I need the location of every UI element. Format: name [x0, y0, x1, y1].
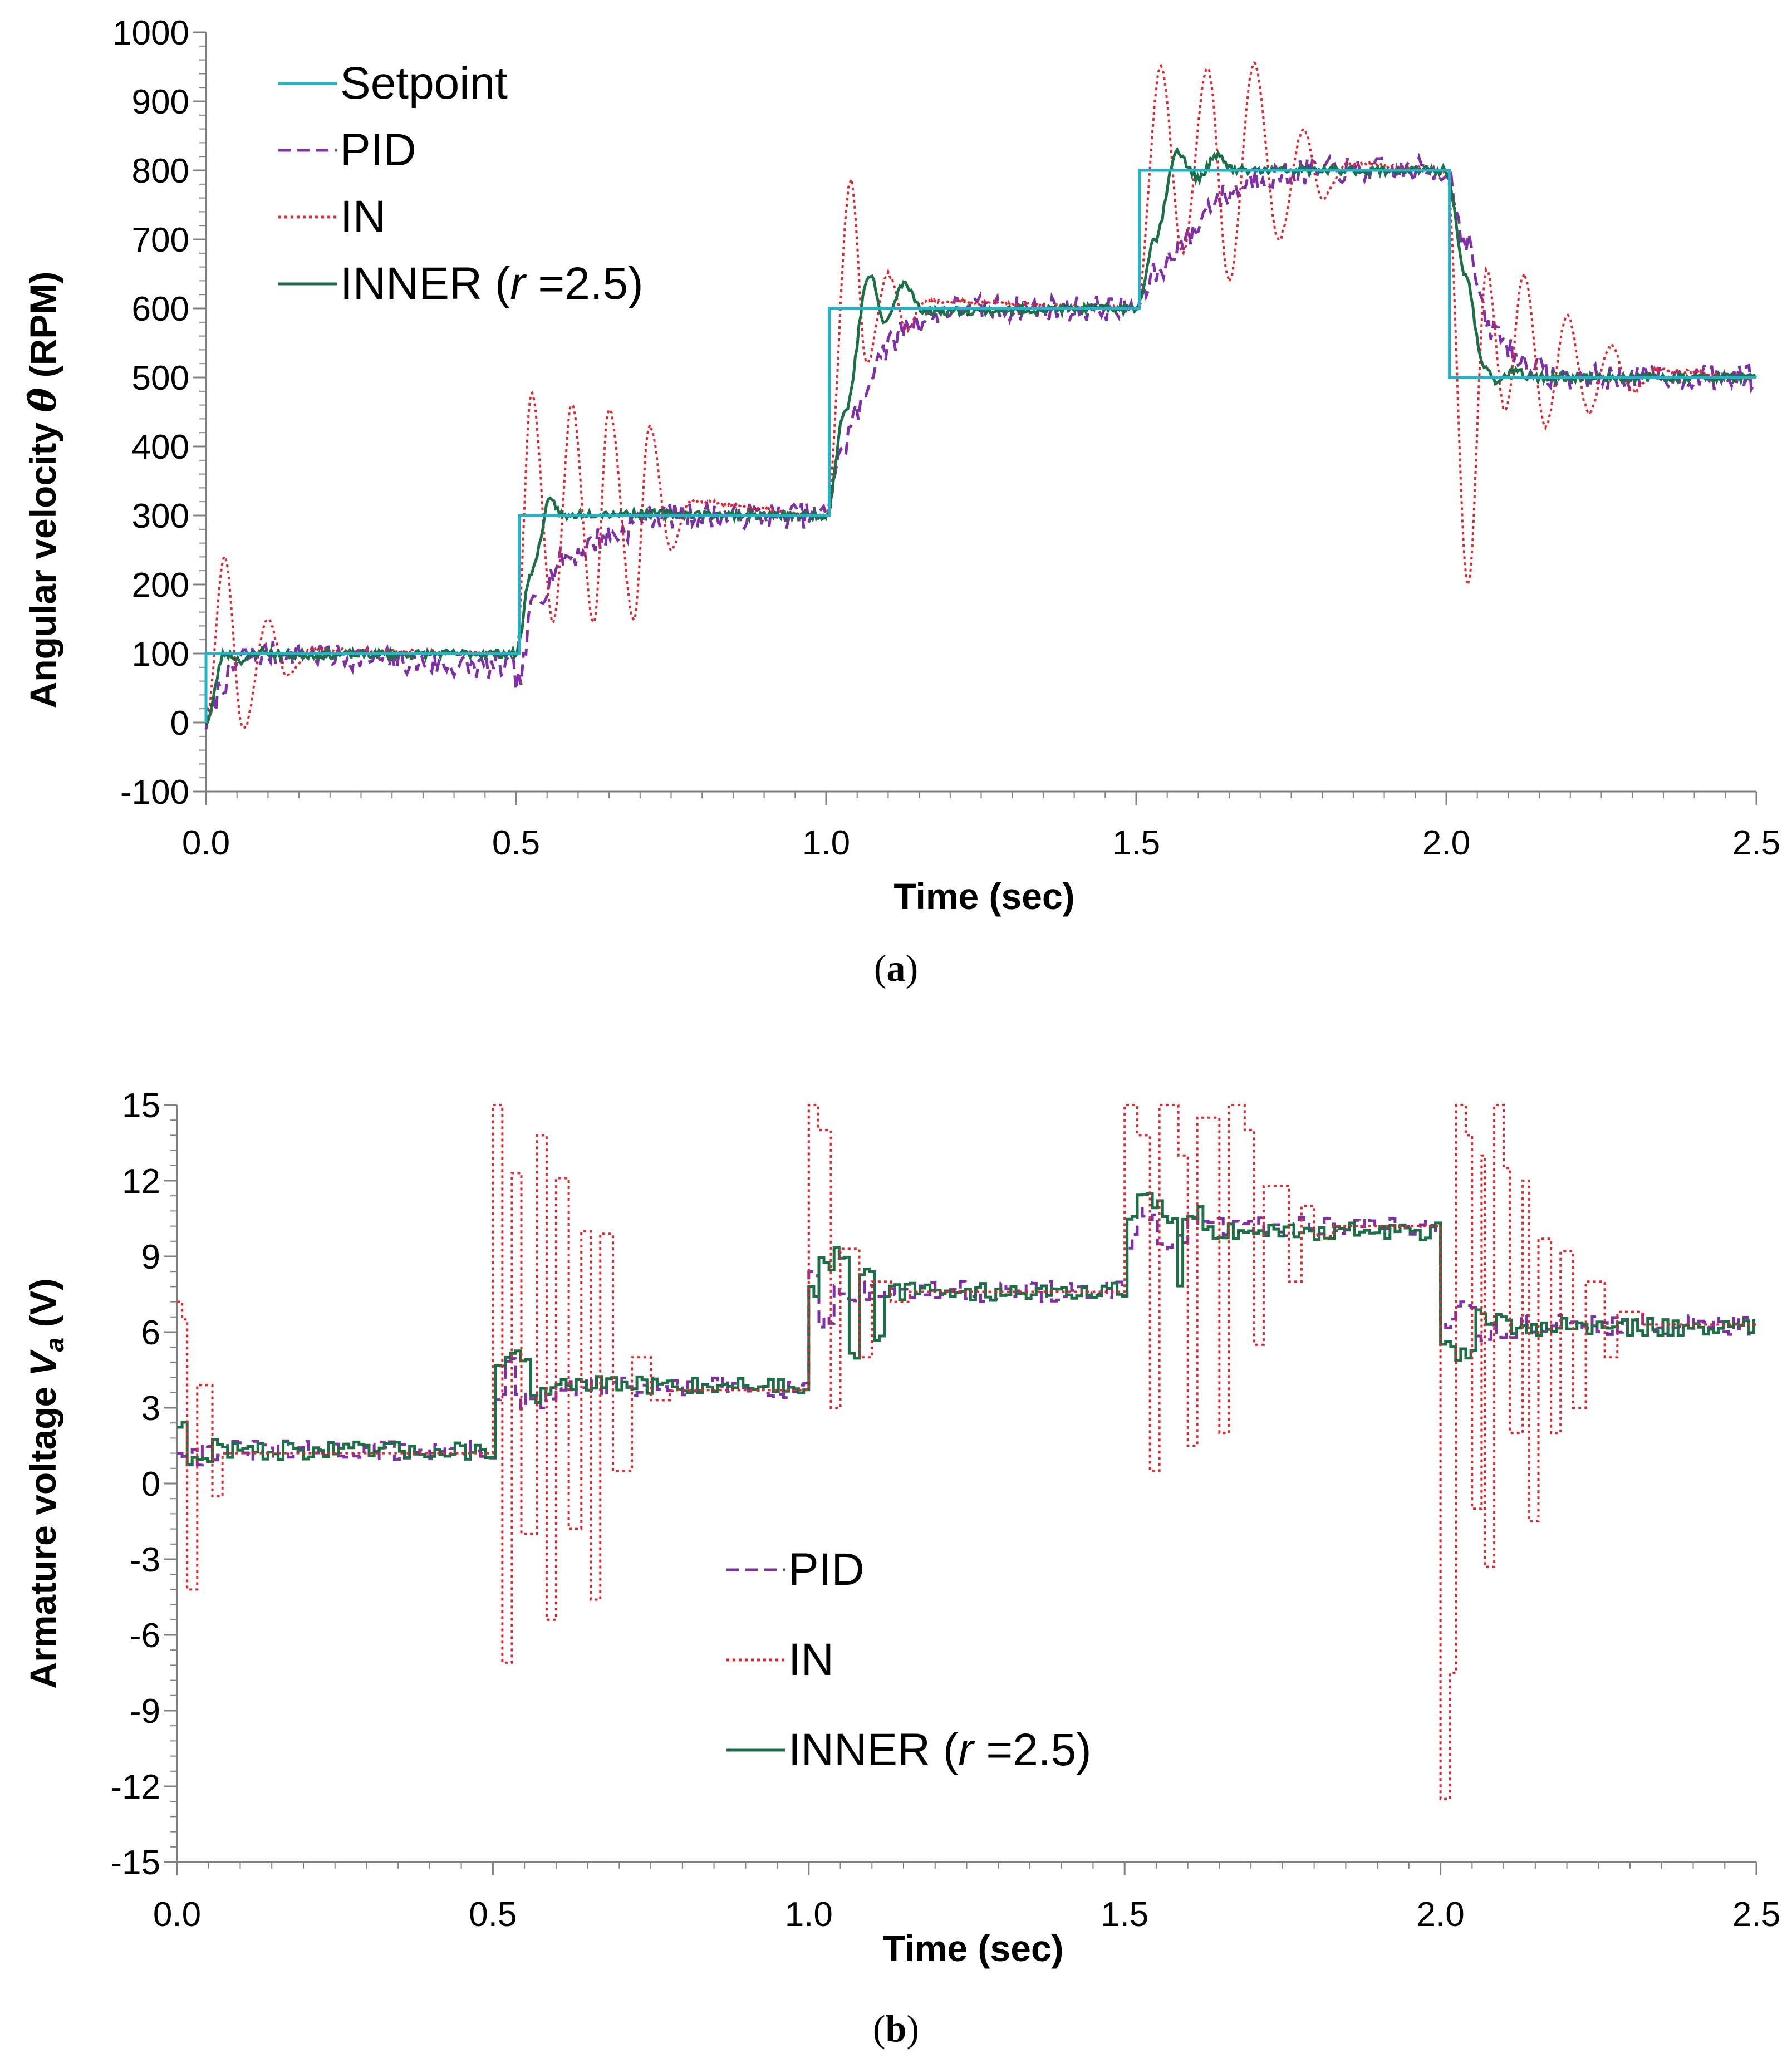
a-tick-labels: -100 0 100 200 300 400 500 600 700 800 900 1000 0.0 0…	[112, 14, 1780, 862]
a-y-axis-label-prefix: Angular velocity	[22, 423, 63, 709]
panel-b-caption-letter: b	[885, 2007, 907, 2050]
b-y-tick-label: 6	[141, 1314, 160, 1352]
a-legend-label-inner: INNER (r =2.5)	[340, 258, 644, 309]
b-x-axis-label: Time (sec)	[882, 1928, 1063, 1969]
a-y-axis-label-unit: (RPM)	[22, 272, 63, 378]
a-y-tick-label: 1000	[112, 14, 189, 52]
a-y-tick-label: 800	[132, 152, 189, 190]
b-x-tick-label: 2.5	[1732, 1895, 1780, 1934]
b-y-tick-label: -15	[110, 1844, 160, 1882]
b-y-axis-label-symbol: V	[22, 1349, 63, 1376]
a-legend-label-in: IN	[340, 191, 386, 242]
b-y-tick-label: 3	[141, 1389, 160, 1428]
a-series-pid	[204, 152, 1755, 730]
a-y-tick-label: 300	[132, 497, 189, 536]
a-x-tick-label: 2.0	[1422, 824, 1470, 862]
b-y-tick-label: 12	[122, 1162, 160, 1201]
b-x-tick-label: 1.5	[1101, 1895, 1148, 1934]
a-legend-label-pid: PID	[340, 125, 416, 175]
b-x-tick-label: 2.0	[1416, 1895, 1464, 1934]
a-y-tick-label: 200	[132, 566, 189, 605]
a-x-axis-label: Time (sec)	[893, 876, 1074, 917]
b-y-tick-label: -6	[130, 1617, 160, 1655]
a-x-tick-label: 1.0	[802, 824, 850, 862]
b-y-tick-label: -3	[130, 1541, 160, 1579]
b-y-axis-label-subscript: a	[40, 1338, 69, 1352]
a-x-tick-label: 0.5	[492, 824, 540, 862]
b-y-axis-label: Armature voltage Va (V)	[22, 1278, 69, 1688]
a-y-tick-label: 0	[170, 704, 189, 743]
b-y-tick-label: 9	[141, 1238, 160, 1276]
b-y-tick-label: -12	[110, 1768, 160, 1806]
a-legend-label-setpoint: Setpoint	[340, 58, 508, 109]
b-legend-label-inner: INNER (r =2.5)	[788, 1725, 1092, 1775]
a-x-tick-label: 2.5	[1732, 824, 1780, 862]
a-y-tick-label: 600	[132, 290, 189, 328]
b-legend-label-in: IN	[788, 1634, 834, 1685]
b-y-axis-label-unit: (V)	[22, 1278, 63, 1327]
a-y-axis-label: Angular velocity θ̇ (RPM)	[21, 272, 65, 709]
b-y-axis-label-prefix: Armature voltage	[22, 1387, 63, 1689]
panel-b-caption: (b)	[872, 2007, 920, 2050]
b-legend-label-pid: PID	[788, 1544, 865, 1595]
b-y-tick-label: -9	[130, 1692, 160, 1731]
b-tick-labels: -15 -12 -9 -6 -3 0 3 6 9 12 15 0.0 0.5 1.0 1.5 2.0 2.5	[110, 1087, 1780, 1934]
a-series-inner	[204, 146, 1757, 726]
a-y-tick-label: 900	[132, 83, 189, 121]
b-x-tick-label: 1.0	[785, 1895, 833, 1934]
a-series-setpoint	[204, 169, 1756, 723]
a-x-tick-label: 0.0	[182, 824, 230, 862]
b-y-tick-label: 0	[141, 1465, 160, 1504]
a-y-tick-label: 500	[132, 359, 189, 397]
b-legend: PID IN INNER (r =2.5)	[726, 1544, 1092, 1775]
a-series-layer	[204, 61, 1757, 730]
panel-a-velocity-chart: -100 0 100 200 300 400 500 600 700 800 900 1000 0.0 0…	[21, 14, 1780, 917]
a-y-axis-label-symbol: θ̇	[21, 388, 65, 412]
b-series-in	[177, 1104, 1756, 1800]
a-y-tick-label: 700	[132, 221, 189, 259]
a-y-tick-label: 100	[132, 635, 189, 674]
b-x-tick-label: 0.5	[469, 1895, 517, 1934]
a-y-tick-label: -100	[120, 773, 189, 812]
panel-b-voltage-chart: -15 -12 -9 -6 -3 0 3 6 9 12 15 0.0 0.5 1.0 1.5 2.0 2.5 T…	[22, 1087, 1780, 1969]
a-y-tick-label: 400	[132, 428, 189, 466]
panel-a-caption-letter: a	[886, 947, 906, 989]
a-x-tick-label: 1.5	[1112, 824, 1160, 862]
b-y-tick-label: 15	[122, 1087, 160, 1125]
b-axes	[164, 1104, 1757, 1875]
b-series-layer	[177, 1104, 1756, 1800]
panel-a-caption: (a)	[873, 947, 919, 989]
a-legend: Setpoint PID IN INNER (r =2.5)	[278, 58, 644, 309]
b-x-tick-label: 0.0	[153, 1895, 201, 1934]
